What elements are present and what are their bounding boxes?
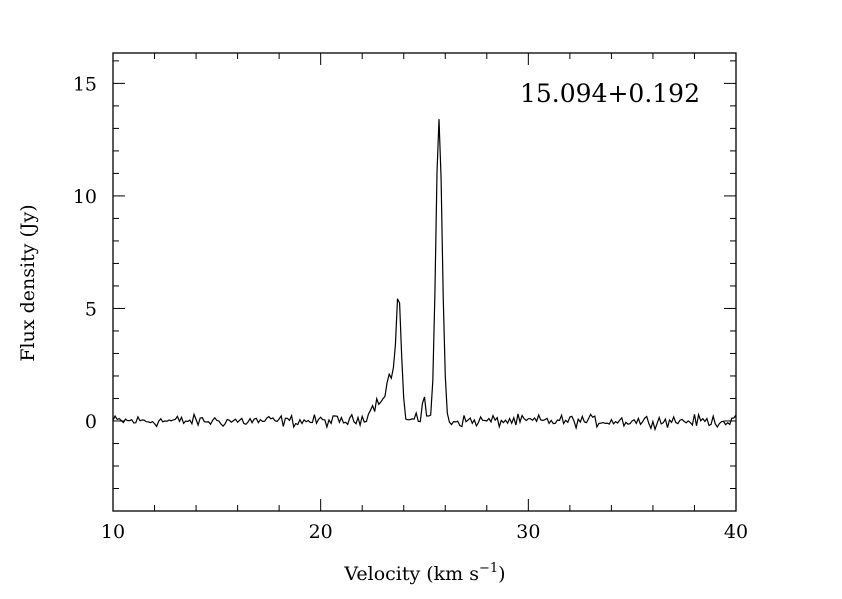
y-tick-label: 5 bbox=[85, 298, 97, 320]
y-tick-label: 15 bbox=[73, 73, 97, 95]
y-tick-labels: 0 5 10 15 bbox=[73, 73, 97, 433]
x-axis-label-main: Velocity (km s bbox=[343, 563, 479, 585]
y-axis-label: Flux density (Jy) bbox=[17, 204, 39, 361]
plot-frame bbox=[112, 52, 737, 512]
series-line-spectrum bbox=[112, 119, 737, 432]
axis-ticks bbox=[112, 53, 737, 512]
y-tick-label: 0 bbox=[85, 411, 97, 433]
x-tick-label: 20 bbox=[309, 521, 333, 543]
y-tick-label: 10 bbox=[73, 186, 97, 208]
source-name-label: 15.094+0.192 bbox=[520, 79, 700, 108]
x-axis-label-sup: −1 bbox=[479, 561, 498, 576]
x-axis-label-end: ) bbox=[498, 563, 505, 585]
x-tick-label: 40 bbox=[724, 521, 748, 543]
x-axis-label: Velocity (km s−1) bbox=[343, 561, 505, 585]
plot-border bbox=[112, 52, 737, 512]
x-tick-labels: 10 20 30 40 bbox=[101, 521, 748, 543]
x-tick-label: 10 bbox=[101, 521, 125, 543]
x-tick-label: 30 bbox=[516, 521, 540, 543]
